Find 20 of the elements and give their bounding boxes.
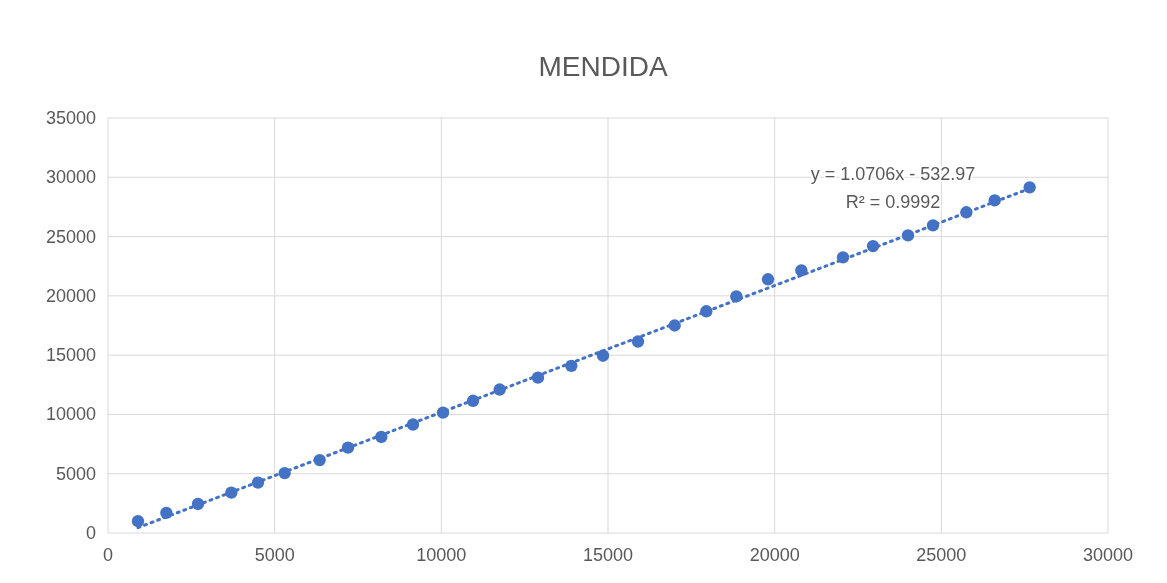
y-tick-label: 20000 — [45, 285, 96, 306]
y-tick-label: 10000 — [45, 404, 96, 425]
point — [761, 273, 775, 286]
x-tick-label: 15000 — [582, 545, 634, 565]
annotation: R² = 0.9992 — [845, 192, 941, 212]
y-tick-label: 0 — [85, 523, 96, 543]
chart-title: MENDIDA — [538, 51, 668, 82]
x-tick-label: 5000 — [254, 545, 295, 565]
y-tick-label: 35000 — [45, 108, 96, 128]
point — [131, 514, 145, 528]
x-tick-label: 30000 — [1082, 545, 1134, 565]
x-tick-label: 0 — [102, 545, 114, 565]
annotation: y = 1.0706x - 532.97 — [810, 164, 976, 184]
y-tick-label: 5000 — [55, 463, 96, 484]
x-tick-label: 25000 — [916, 545, 967, 565]
y-tick-label: 25000 — [45, 226, 96, 247]
x-tick-label: 10000 — [416, 545, 467, 565]
y-tick-label: 30000 — [45, 167, 96, 188]
y-tick-label: 15000 — [45, 345, 96, 366]
x-tick-label: 20000 — [749, 545, 800, 565]
